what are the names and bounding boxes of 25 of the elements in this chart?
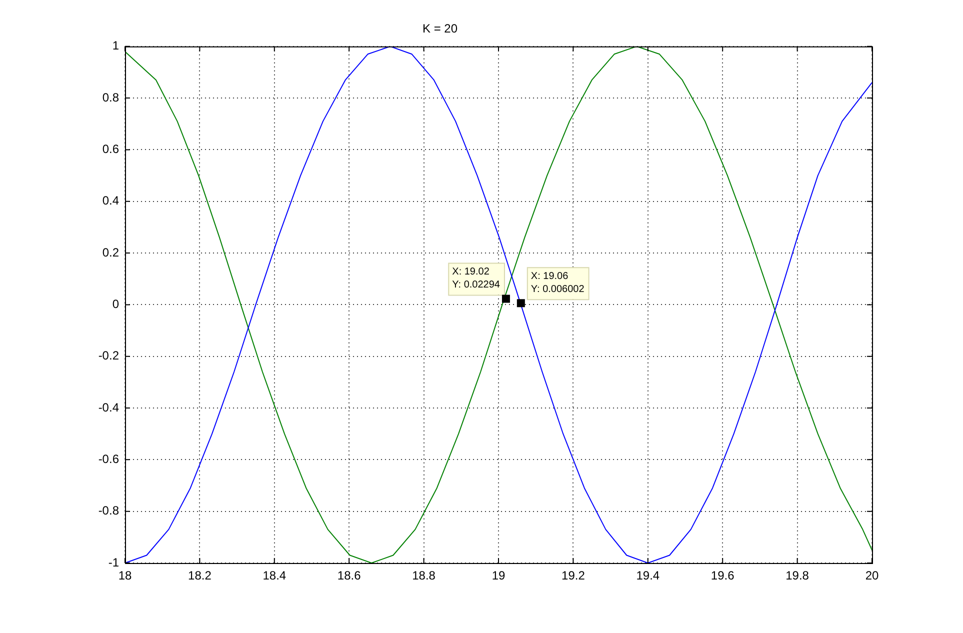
x-tick-label: 18.8 bbox=[412, 568, 436, 583]
x-tick-label: 20 bbox=[865, 568, 879, 583]
y-tick-label: 0.4 bbox=[102, 194, 120, 208]
x-tick-label: 19 bbox=[492, 568, 506, 583]
y-tick-label: 0.6 bbox=[102, 142, 120, 156]
y-tick-label: -0.4 bbox=[98, 400, 120, 414]
x-tick-label: 18.4 bbox=[262, 568, 286, 583]
annotation: X: 19.06 Y: 0.006002 bbox=[530, 270, 585, 295]
x-tick-label: 19.2 bbox=[562, 568, 586, 583]
y-tick-label: -1 bbox=[108, 555, 120, 570]
y-tick-label: 0.2 bbox=[102, 245, 120, 260]
x-tick-label: 18 bbox=[118, 568, 132, 583]
x-tick-label: 18.2 bbox=[188, 568, 212, 583]
y-tick-label: -0.8 bbox=[98, 504, 120, 518]
annotation: X: 19.02 Y: 0.02294 bbox=[452, 266, 500, 291]
x-tick-label: 19.8 bbox=[786, 568, 810, 583]
y-tick-label: 0 bbox=[112, 297, 120, 312]
chart-title: K = 20 bbox=[422, 22, 458, 36]
x-tick-label: 19.4 bbox=[636, 568, 660, 583]
x-tick-label: 18.6 bbox=[337, 568, 362, 583]
y-tick-label: 0.8 bbox=[102, 90, 120, 104]
y-tick-label: 1 bbox=[112, 38, 120, 53]
y-tick-label: -0.2 bbox=[98, 348, 120, 363]
y-tick-label: -0.6 bbox=[98, 452, 120, 466]
x-tick-label: 19.6 bbox=[710, 568, 735, 583]
